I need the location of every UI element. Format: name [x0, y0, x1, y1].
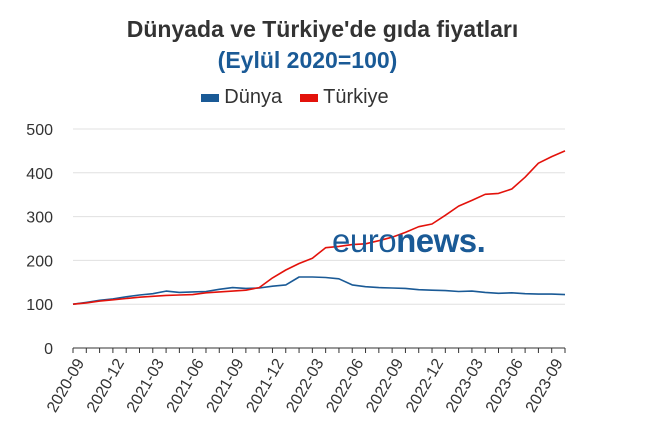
y-tick-label: 300 [26, 210, 53, 227]
chart-title: Dünyada ve Türkiye'de gıda fiyatları [126, 16, 519, 42]
legend-item-turkiye[interactable]: Türkiye [300, 86, 389, 109]
y-tick-label: 400 [26, 166, 53, 183]
y-tick-label: 0 [44, 341, 53, 358]
x-tick-label: 2023-06 [483, 356, 527, 415]
x-tick-label: 2022-03 [283, 356, 327, 415]
series-line-dunya [72, 276, 566, 305]
x-tick-label: 2022-12 [403, 356, 447, 415]
series-line-turkiye [72, 150, 566, 305]
x-tick-label: 2020-12 [84, 356, 128, 415]
legend: Dünya Türkiye [0, 86, 590, 109]
y-tick-label: 500 [26, 122, 53, 139]
chart-subtitle: (Eylül 2020=100) [217, 47, 398, 73]
legend-item-dunya[interactable]: Dünya [201, 86, 282, 109]
x-tick-label: 2022-09 [363, 356, 407, 415]
y-tick-label: 200 [26, 253, 53, 270]
x-tick-label: 2020-09 [44, 356, 88, 415]
x-tick-label: 2023-03 [443, 356, 487, 415]
x-tick-label: 2022-06 [323, 356, 367, 415]
x-tick-label: 2023-09 [523, 356, 567, 415]
x-tick-label: 2021-03 [124, 356, 168, 415]
y-tick-label: 100 [26, 297, 53, 314]
x-tick-label: 2021-12 [244, 356, 288, 415]
legend-label-turkiye: Türkiye [323, 86, 389, 108]
x-tick-label: 2021-06 [164, 356, 208, 415]
euronews-watermark: euronews. [332, 222, 486, 259]
x-tick-label: 2021-09 [204, 356, 248, 415]
legend-swatch-turkiye [300, 93, 319, 102]
legend-swatch-dunya [201, 93, 220, 102]
legend-label-dunya: Dünya [224, 86, 283, 108]
